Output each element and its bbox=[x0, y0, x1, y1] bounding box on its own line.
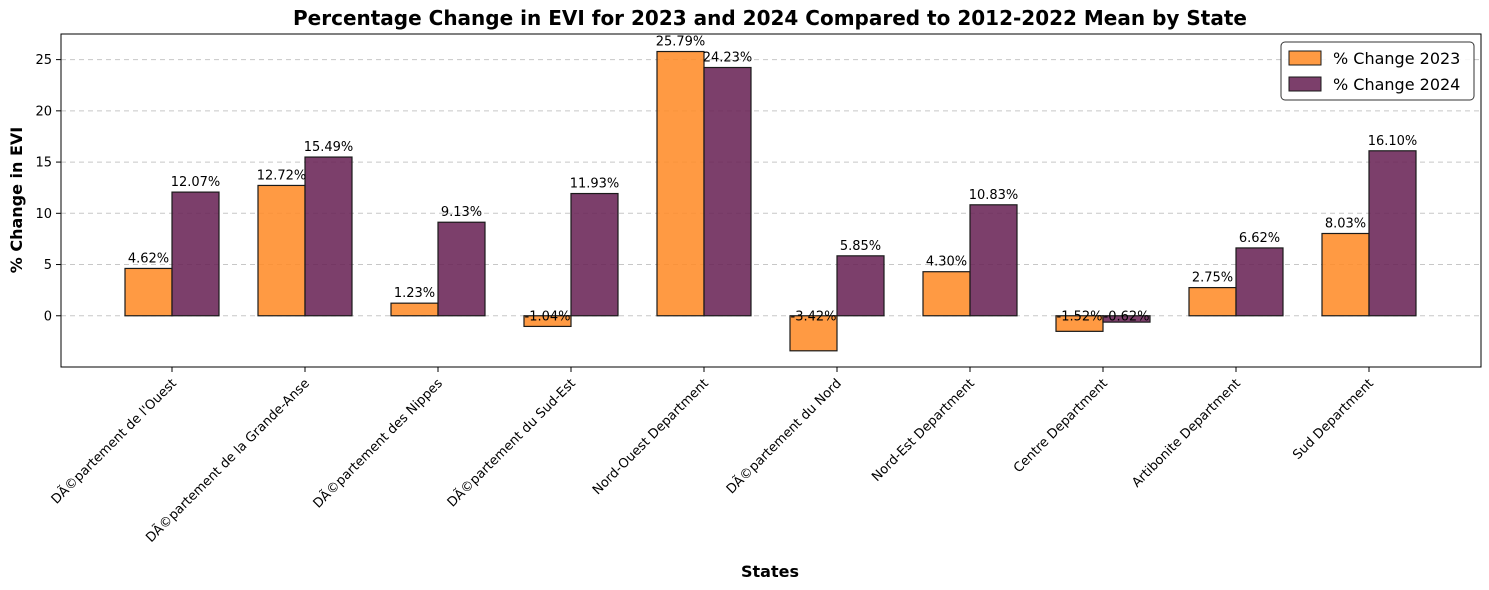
bar-value-label: 10.83% bbox=[969, 188, 1019, 203]
bar-value-label: -1.52% bbox=[1057, 309, 1103, 324]
y-tick-label: 10 bbox=[35, 207, 52, 222]
bar-value-label: 24.23% bbox=[703, 51, 753, 66]
legend-box bbox=[1280, 41, 1475, 101]
bar-2024 bbox=[1102, 315, 1151, 323]
bar-value-label: 4.62% bbox=[128, 251, 169, 266]
bar-value-label: 11.93% bbox=[570, 177, 620, 192]
bar-2023 bbox=[922, 271, 971, 317]
legend: % Change 2023 % Change 2024 bbox=[1280, 41, 1475, 101]
bar-2023 bbox=[1055, 315, 1104, 332]
bar-2023 bbox=[656, 50, 705, 317]
legend-label: % Change 2023 bbox=[1333, 49, 1460, 68]
bar-2024 bbox=[171, 191, 220, 317]
x-tick-label: Artibonite Department bbox=[1129, 376, 1243, 490]
bar-value-label: 8.03% bbox=[1325, 216, 1366, 231]
bar-2023 bbox=[257, 184, 306, 317]
bar-2024 bbox=[703, 66, 752, 317]
x-tick-label: DÃ©partement des Nippes bbox=[310, 375, 446, 511]
bar-2024 bbox=[969, 204, 1018, 317]
y-tick-label: 20 bbox=[35, 104, 52, 119]
bar-value-label: -0.62% bbox=[1104, 309, 1150, 324]
bars bbox=[124, 50, 1417, 352]
y-tick-label: 0 bbox=[44, 309, 52, 324]
y-axis-label: % Change in EVI bbox=[7, 127, 26, 274]
bar-value-label: 12.07% bbox=[171, 175, 221, 190]
bar-2024 bbox=[1368, 150, 1417, 317]
bar-value-label: 9.13% bbox=[441, 205, 482, 220]
y-axis-ticks: 0 5 10 15 20 25 bbox=[35, 53, 61, 324]
y-tick-label: 25 bbox=[35, 53, 52, 68]
bar-2023 bbox=[1321, 232, 1370, 317]
x-axis-label: States bbox=[741, 562, 799, 581]
bar-value-label: -1.04% bbox=[525, 309, 571, 324]
data-labels: 4.62% 12.07% 12.72% 15.49% 1.23% 9.13% -1.04% 1… bbox=[128, 35, 1417, 325]
bar-value-label: 16.10% bbox=[1368, 134, 1418, 149]
plot-area bbox=[60, 33, 1482, 368]
bar-2024 bbox=[304, 156, 353, 317]
x-tick-label: Nord-Est Department bbox=[869, 376, 978, 485]
bar-2023 bbox=[1188, 286, 1237, 317]
bar-value-label: 2.75% bbox=[1192, 271, 1233, 286]
bar-2023 bbox=[523, 315, 572, 328]
x-tick-label: DÃ©partement de l'Ouest bbox=[48, 376, 180, 508]
x-tick-label: Sud Department bbox=[1290, 376, 1377, 463]
legend-swatch bbox=[1288, 50, 1322, 66]
bar-2023 bbox=[390, 302, 439, 317]
y-tick-label: 15 bbox=[35, 156, 52, 171]
bar-2023 bbox=[124, 267, 173, 317]
legend-swatch bbox=[1288, 76, 1322, 92]
y-tick-label: 5 bbox=[44, 258, 52, 273]
bar-value-label: 4.30% bbox=[926, 255, 967, 270]
chart-title: Percentage Change in EVI for 2023 and 20… bbox=[293, 6, 1247, 30]
bar-value-label: 6.62% bbox=[1239, 231, 1280, 246]
x-tick-label: Nord-Ouest Department bbox=[590, 376, 712, 498]
bar-value-label: 25.79% bbox=[656, 35, 706, 50]
x-tick-label: Centre Department bbox=[1011, 376, 1111, 476]
bar-2024 bbox=[836, 255, 885, 317]
x-tick-label: DÃ©partement du Nord bbox=[723, 376, 845, 498]
bar-2024 bbox=[437, 221, 486, 317]
bar-value-label: 15.49% bbox=[304, 140, 354, 155]
bar-value-label: 5.85% bbox=[840, 239, 881, 254]
bar-value-label: -3.42% bbox=[791, 309, 837, 324]
bar-2023 bbox=[789, 315, 838, 352]
bar-2024 bbox=[1235, 247, 1284, 317]
bar-value-label: 1.23% bbox=[394, 286, 435, 301]
bar-2024 bbox=[570, 192, 619, 317]
x-tick-label: DÃ©partement de la Grande-Anse bbox=[143, 376, 313, 546]
legend-label: % Change 2024 bbox=[1333, 75, 1460, 94]
bar-value-label: 12.72% bbox=[257, 168, 307, 183]
x-tick-label: DÃ©partement du Sud-Est bbox=[444, 376, 579, 511]
